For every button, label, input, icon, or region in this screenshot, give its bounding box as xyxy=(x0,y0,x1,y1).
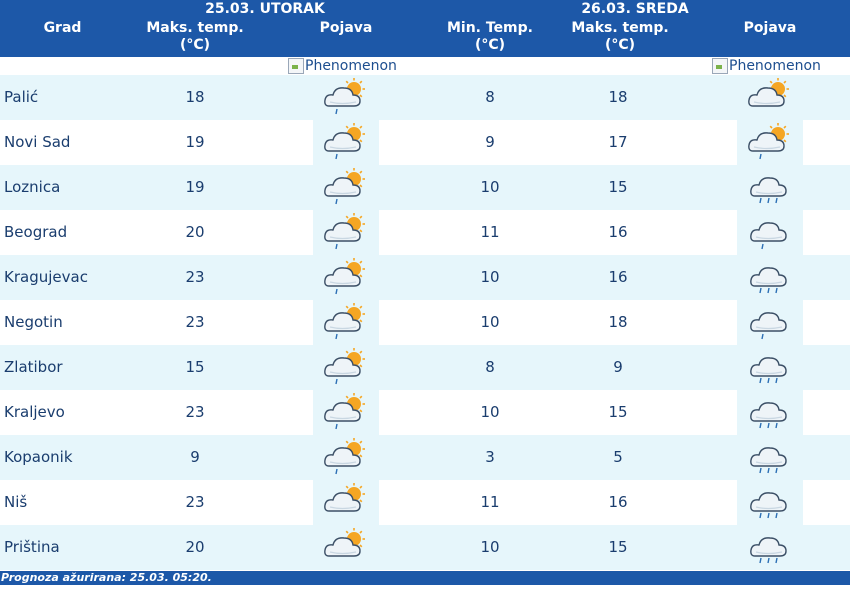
cloud-sun-drizzle-icon xyxy=(313,165,379,210)
min-temp-day2: 11 xyxy=(480,223,500,241)
table-row: Zlatibor 15 8 9 xyxy=(0,345,850,390)
city-name: Beograd xyxy=(4,223,68,241)
min-temp-day2: 3 xyxy=(485,448,495,466)
table-row: Niš 23 11 16 xyxy=(0,480,850,525)
min-temp-day2: 10 xyxy=(480,403,500,421)
table-row: Kopaonik 9 3 5 xyxy=(0,435,850,480)
cloud-rain-icon xyxy=(737,255,803,300)
cloud-sun-icon xyxy=(737,75,803,120)
cloud-rain-icon xyxy=(737,525,803,570)
forecast-table: Palić 18 8 18 Novi Sad 19 9 17 Loznica 19 10 15 Beog… xyxy=(0,75,850,570)
max-temp-day1: 9 xyxy=(190,448,200,466)
broken-image-row: Phenomenon Phenomenon xyxy=(0,57,850,75)
city-name: Kragujevac xyxy=(4,268,88,286)
cloud-sun-drizzle-icon xyxy=(737,120,803,165)
min-temp-day2: 10 xyxy=(480,538,500,556)
min-temp-day2: 10 xyxy=(480,268,500,286)
cloud-sun-drizzle-icon xyxy=(313,75,379,120)
max-temp-day2: 5 xyxy=(613,448,623,466)
cloud-rain-icon xyxy=(737,390,803,435)
broken-image-day1: Phenomenon xyxy=(288,57,397,75)
header-phenomenon-day1: Pojava xyxy=(319,20,373,36)
table-row: Kragujevac 23 10 16 xyxy=(0,255,850,300)
min-temp-day2: 10 xyxy=(480,178,500,196)
min-temp-day2: 9 xyxy=(485,133,495,151)
cloud-sun-drizzle-icon xyxy=(313,255,379,300)
table-row: Kraljevo 23 10 15 xyxy=(0,390,850,435)
max-temp-day2: 17 xyxy=(608,133,628,151)
city-name: Kraljevo xyxy=(4,403,65,421)
table-header: 25.03. UTORAK 26.03. SREDA Grad Maks. te… xyxy=(0,0,850,57)
max-temp-day2: 18 xyxy=(608,88,628,106)
max-temp-day1: 23 xyxy=(185,493,205,511)
day1-date: 25.03. UTORAK xyxy=(205,1,325,17)
cloud-rain-icon xyxy=(737,345,803,390)
max-temp-day1: 19 xyxy=(185,178,205,196)
max-temp-day1: 23 xyxy=(185,403,205,421)
city-name: Novi Sad xyxy=(4,133,71,151)
cloud-sun-drizzle-icon xyxy=(313,120,379,165)
cloud-sun-drizzle-icon xyxy=(313,210,379,255)
max-temp-day2: 16 xyxy=(608,493,628,511)
header-city: Grad xyxy=(43,20,82,36)
max-temp-day2: 18 xyxy=(608,313,628,331)
cloud-rain-icon xyxy=(737,165,803,210)
max-temp-day1: 15 xyxy=(185,358,205,376)
header-min-temp-day2: Min. Temp. (°C) xyxy=(446,20,533,53)
max-temp-day1: 23 xyxy=(185,313,205,331)
table-row: Negotin 23 10 18 xyxy=(0,300,850,345)
max-temp-day1: 20 xyxy=(185,538,205,556)
city-name: Priština xyxy=(4,538,60,556)
city-name: Loznica xyxy=(4,178,61,196)
broken-image-icon xyxy=(712,58,728,74)
city-name: Niš xyxy=(4,493,28,511)
cloud-sun-drizzle-icon xyxy=(313,390,379,435)
max-temp-day1: 20 xyxy=(185,223,205,241)
min-temp-day2: 10 xyxy=(480,313,500,331)
max-temp-day2: 9 xyxy=(613,358,623,376)
cloud-drizzle-icon xyxy=(737,300,803,345)
day2-date: 26.03. SREDA xyxy=(581,1,689,17)
cloud-drizzle-icon xyxy=(737,210,803,255)
max-temp-day1: 18 xyxy=(185,88,205,106)
header-phenomenon-day2: Pojava xyxy=(743,20,797,36)
max-temp-day2: 15 xyxy=(608,403,628,421)
cloud-sun-drizzle-icon xyxy=(313,345,379,390)
broken-image-icon xyxy=(288,58,304,74)
header-max-temp-day1: Maks. temp. (°C) xyxy=(146,20,244,53)
max-temp-day2: 15 xyxy=(608,178,628,196)
broken-image-day2: Phenomenon xyxy=(712,57,821,75)
table-row: Loznica 19 10 15 xyxy=(0,165,850,210)
cloud-sun-icon xyxy=(313,480,379,525)
min-temp-day2: 11 xyxy=(480,493,500,511)
max-temp-day1: 23 xyxy=(185,268,205,286)
max-temp-day1: 19 xyxy=(185,133,205,151)
cloud-sun-icon xyxy=(313,525,379,570)
cloud-rain-icon xyxy=(737,435,803,480)
min-temp-day2: 8 xyxy=(485,88,495,106)
table-row: Priština 20 10 15 xyxy=(0,525,850,570)
table-row: Beograd 20 11 16 xyxy=(0,210,850,255)
city-name: Zlatibor xyxy=(4,358,63,376)
footer-updated: Prognoza ažurirana: 25.03. 05:20. xyxy=(0,571,850,585)
min-temp-day2: 8 xyxy=(485,358,495,376)
table-row: Novi Sad 19 9 17 xyxy=(0,120,850,165)
cloud-rain-icon xyxy=(737,480,803,525)
max-temp-day2: 15 xyxy=(608,538,628,556)
max-temp-day2: 16 xyxy=(608,268,628,286)
table-row: Palić 18 8 18 xyxy=(0,75,850,120)
city-name: Negotin xyxy=(4,313,63,331)
max-temp-day2: 16 xyxy=(608,223,628,241)
header-max-temp-day2: Maks. temp. (°C) xyxy=(571,20,669,53)
cloud-sun-drizzle-icon xyxy=(313,300,379,345)
city-name: Kopaonik xyxy=(4,448,73,466)
cloud-sun-drizzle-icon xyxy=(313,435,379,480)
city-name: Palić xyxy=(4,88,39,106)
